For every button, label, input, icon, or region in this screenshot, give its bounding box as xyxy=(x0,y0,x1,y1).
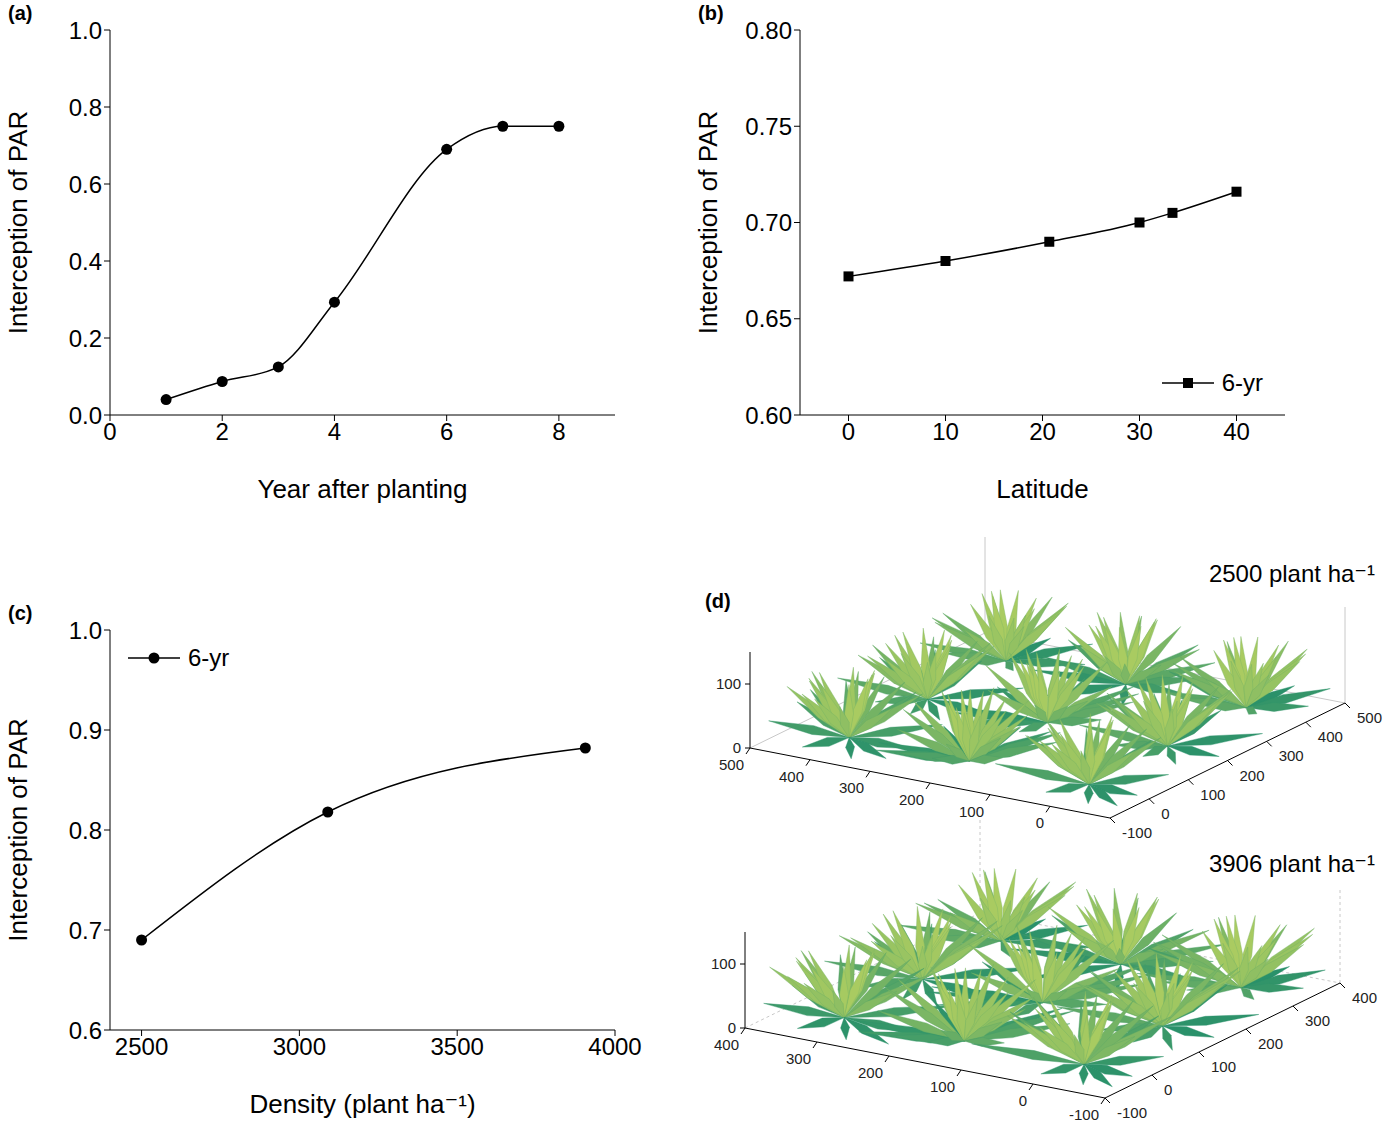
svg-text:400: 400 xyxy=(1318,728,1343,745)
html-text:6-yr: 6-yr xyxy=(1221,369,1263,396)
svg-text:300: 300 xyxy=(839,779,864,796)
svg-text:Year after planting: Year after planting xyxy=(257,474,467,504)
svg-text:20: 20 xyxy=(1029,418,1056,445)
svg-text:100: 100 xyxy=(1200,786,1225,803)
svg-text:0: 0 xyxy=(1161,805,1169,822)
html-text:6-yr: 6-yr xyxy=(188,644,230,671)
svg-text:0.70: 0.70 xyxy=(745,209,792,236)
svg-text:200: 200 xyxy=(899,791,924,808)
svg-text:3500: 3500 xyxy=(430,1033,483,1060)
svg-text:-100: -100 xyxy=(1117,1104,1147,1121)
svg-text:0: 0 xyxy=(728,1019,736,1036)
svg-text:400: 400 xyxy=(1352,989,1377,1006)
svg-text:300: 300 xyxy=(1305,1012,1330,1029)
svg-text:3000: 3000 xyxy=(273,1033,326,1060)
svg-text:Interception of PAR: Interception of PAR xyxy=(3,718,33,942)
svg-text:400: 400 xyxy=(714,1036,739,1053)
svg-text:2500 plant ha⁻¹: 2500 plant ha⁻¹ xyxy=(1209,560,1375,587)
svg-text:40: 40 xyxy=(1223,418,1250,445)
html-text:(a): (a) xyxy=(8,2,33,24)
svg-text:-100: -100 xyxy=(1069,1106,1099,1123)
svg-text:0.6: 0.6 xyxy=(69,1017,102,1044)
svg-text:0: 0 xyxy=(733,739,741,756)
svg-text:100: 100 xyxy=(716,675,741,692)
svg-text:0.8: 0.8 xyxy=(69,94,102,121)
svg-text:4000: 4000 xyxy=(588,1033,641,1060)
svg-text:1.0: 1.0 xyxy=(69,17,102,44)
svg-text:0: 0 xyxy=(1036,814,1044,831)
svg-text:100: 100 xyxy=(1211,1058,1236,1075)
svg-text:200: 200 xyxy=(1240,767,1265,784)
svg-text:0.80: 0.80 xyxy=(745,17,792,44)
svg-text:200: 200 xyxy=(858,1064,883,1081)
svg-text:0: 0 xyxy=(1019,1092,1027,1109)
svg-text:400: 400 xyxy=(779,768,804,785)
svg-text:0.65: 0.65 xyxy=(745,305,792,332)
svg-text:2500: 2500 xyxy=(115,1033,168,1060)
svg-text:200: 200 xyxy=(1258,1035,1283,1052)
html-text:(b): (b) xyxy=(698,2,724,24)
svg-text:2: 2 xyxy=(216,418,229,445)
svg-text:0.2: 0.2 xyxy=(69,325,102,352)
svg-text:(d): (d) xyxy=(705,590,731,612)
svg-text:0.8: 0.8 xyxy=(69,817,102,844)
svg-text:0.6: 0.6 xyxy=(69,171,102,198)
svg-text:Interception of PAR: Interception of PAR xyxy=(693,111,723,335)
svg-text:3906 plant ha⁻¹: 3906 plant ha⁻¹ xyxy=(1209,850,1375,877)
svg-text:0.0: 0.0 xyxy=(69,402,102,429)
svg-text:6: 6 xyxy=(440,418,453,445)
svg-text:Interception of PAR: Interception of PAR xyxy=(3,111,33,335)
html-text:(c): (c) xyxy=(8,602,33,624)
svg-text:10: 10 xyxy=(932,418,959,445)
svg-text:100: 100 xyxy=(711,955,736,972)
svg-text:Latitude: Latitude xyxy=(996,474,1089,504)
svg-text:300: 300 xyxy=(786,1050,811,1067)
svg-text:0: 0 xyxy=(103,418,116,445)
svg-text:-100: -100 xyxy=(1122,824,1152,841)
svg-text:30: 30 xyxy=(1126,418,1153,445)
svg-text:300: 300 xyxy=(1279,747,1304,764)
svg-text:8: 8 xyxy=(552,418,565,445)
svg-text:0.75: 0.75 xyxy=(745,113,792,140)
svg-text:100: 100 xyxy=(959,803,984,820)
svg-text:500: 500 xyxy=(719,756,744,773)
svg-text:1.0: 1.0 xyxy=(69,617,102,644)
svg-text:4: 4 xyxy=(328,418,341,445)
svg-text:0.7: 0.7 xyxy=(69,917,102,944)
svg-text:0.60: 0.60 xyxy=(745,402,792,429)
svg-text:0.9: 0.9 xyxy=(69,717,102,744)
svg-text:500: 500 xyxy=(1357,709,1382,726)
svg-text:100: 100 xyxy=(930,1078,955,1095)
svg-text:Density (plant ha⁻¹): Density (plant ha⁻¹) xyxy=(249,1089,475,1119)
svg-text:0.4: 0.4 xyxy=(69,248,102,275)
svg-text:0: 0 xyxy=(842,418,855,445)
svg-text:0: 0 xyxy=(1164,1081,1172,1098)
